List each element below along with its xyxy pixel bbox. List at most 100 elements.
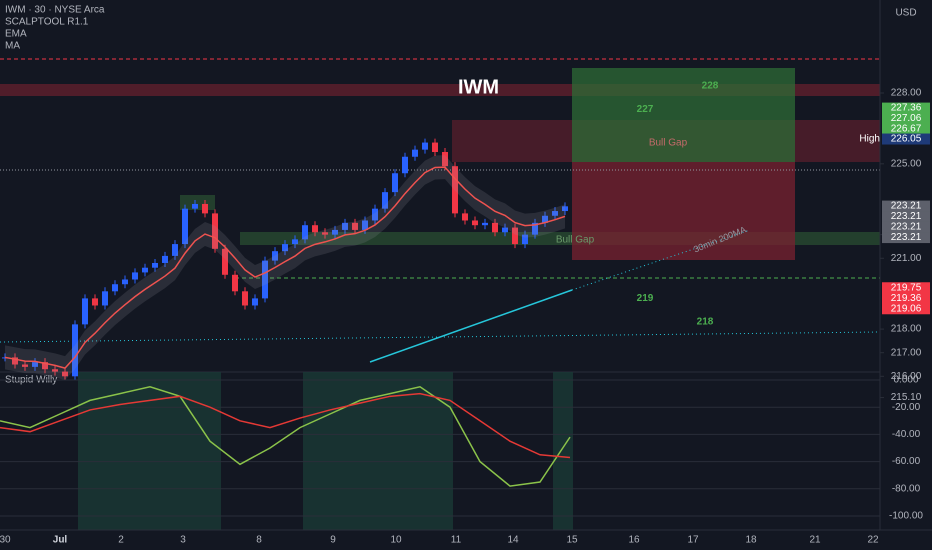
osc-tick-label: -20.00 [892, 402, 921, 413]
price-badge [882, 221, 930, 233]
candle-body [202, 203, 208, 214]
candle-body [322, 232, 328, 235]
candle-body [132, 272, 138, 280]
indicator: MA [5, 41, 20, 52]
candle-body [392, 173, 398, 193]
price-badge [882, 123, 930, 135]
osc-line [0, 392, 571, 459]
time-label: 22 [867, 535, 879, 546]
candle-body [122, 279, 128, 285]
candle-body [142, 267, 148, 273]
indicator: EMA [5, 29, 27, 40]
time-label: 2 [118, 535, 124, 546]
level-label: 219 [637, 293, 654, 304]
candle-body [362, 220, 368, 230]
price-badge [882, 292, 930, 304]
high-badge [882, 133, 930, 145]
osc-tick-label: -100.00 [889, 511, 923, 522]
candle-body [472, 220, 478, 226]
candle-body [222, 248, 228, 275]
candle-body [182, 208, 188, 245]
price-badge [882, 232, 930, 244]
price-badge-label: 226.67 [891, 124, 922, 135]
price-tick-label: 225.00 [891, 158, 922, 169]
level-label: 227 [637, 104, 654, 115]
candle-body [302, 225, 308, 240]
osc-tick-label: -60.00 [892, 456, 921, 467]
time-label: Jul [53, 535, 68, 546]
candle-body [502, 227, 508, 233]
candle-body [262, 260, 268, 299]
time-label: 9 [330, 535, 336, 546]
candle-body [462, 213, 468, 221]
candle-body [452, 166, 458, 214]
osc-tick-label: -80.00 [892, 483, 921, 494]
price-badge-label: 219.75 [891, 282, 922, 293]
candle-body [172, 244, 178, 256]
candle-body [402, 156, 408, 174]
annotation: Bull Gap [649, 138, 688, 149]
candle-body [272, 251, 278, 261]
price-tick-label: 228.00 [891, 88, 922, 99]
candle-body [442, 152, 448, 167]
price-badge-label: 227.36 [891, 103, 922, 114]
candle-body [112, 284, 118, 292]
level-label: 218 [697, 317, 714, 328]
candle-body [242, 291, 248, 306]
candle-body [492, 222, 498, 233]
price-badge [882, 113, 930, 125]
price-tick-label: 216.00 [891, 371, 922, 382]
price-badge-label: 227.06 [891, 113, 922, 124]
time-label: 11 [451, 535, 462, 546]
candle-body [292, 239, 298, 245]
candle-body [22, 364, 28, 367]
candle-body [82, 298, 88, 325]
candle-body [522, 234, 528, 245]
candle-body [162, 255, 168, 263]
price-badge-label: 223.21 [891, 201, 922, 212]
currency: USD [895, 8, 916, 19]
osc-line [0, 385, 571, 487]
candle-body [192, 203, 198, 209]
ema-line [4, 166, 566, 369]
candle-body [282, 244, 288, 252]
candle-body [42, 362, 48, 370]
candle-body [312, 225, 318, 233]
candle-body [352, 222, 358, 230]
price-tick-label: 215.10 [891, 392, 922, 403]
price-badge-label: 223.21 [891, 211, 922, 222]
price-badge-label: 223.21 [891, 222, 922, 233]
candle-body [232, 274, 238, 292]
candle-body [532, 222, 538, 235]
price-badge-label: 219.36 [891, 293, 922, 304]
symbol: IWM · 30 · NYSE Arca [5, 5, 105, 16]
candle-body [92, 298, 98, 306]
candle-body [72, 324, 78, 377]
candle-body [422, 142, 428, 150]
candle-body [102, 291, 108, 306]
time-label: 21 [809, 535, 821, 546]
candle-body [52, 369, 58, 372]
high-badge-label: 226.05 [891, 134, 922, 145]
candle-body [212, 213, 218, 249]
time-label: 17 [687, 535, 699, 546]
candle-body [432, 142, 438, 153]
candle-body [372, 208, 378, 221]
price-tick-label: 217.00 [891, 347, 922, 358]
time-label: 18 [745, 535, 757, 546]
price-badge [882, 200, 930, 212]
level-label: 228 [702, 81, 719, 92]
candle-body [12, 357, 18, 365]
candle-body [332, 229, 338, 235]
candle-body [382, 192, 388, 209]
price-badge [882, 282, 930, 294]
candle-body [552, 211, 558, 216]
candle-body [152, 262, 158, 268]
high-badge-name: High [859, 134, 880, 145]
time-label: 15 [566, 535, 578, 546]
price-badge-label: 223.21 [891, 232, 922, 243]
time-label: 3 [180, 535, 186, 546]
chart-title: IWM [458, 76, 499, 98]
time-label: 8 [256, 535, 262, 546]
